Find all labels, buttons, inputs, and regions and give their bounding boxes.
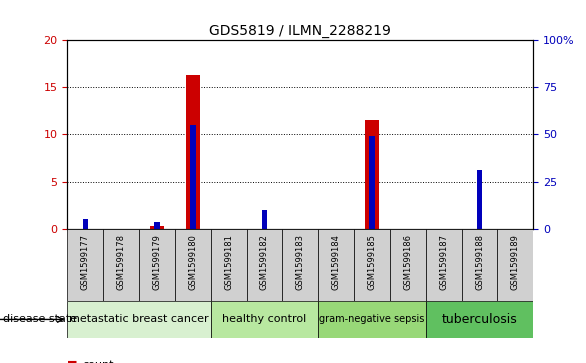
Bar: [426, 301, 533, 338]
Text: GSM1599187: GSM1599187: [439, 234, 448, 290]
Text: GSM1599189: GSM1599189: [511, 234, 520, 290]
Bar: [67, 229, 103, 301]
Text: healthy control: healthy control: [222, 314, 306, 325]
Text: disease state: disease state: [3, 314, 77, 325]
Bar: [354, 229, 390, 301]
Text: GSM1599188: GSM1599188: [475, 234, 484, 290]
Text: GSM1599186: GSM1599186: [403, 234, 413, 290]
Bar: [390, 229, 426, 301]
Text: metastatic breast cancer: metastatic breast cancer: [69, 314, 209, 325]
Bar: [262, 210, 267, 229]
Text: GSM1599181: GSM1599181: [224, 234, 233, 290]
Text: count: count: [82, 360, 114, 363]
Bar: [498, 229, 533, 301]
Bar: [477, 170, 482, 229]
Bar: [175, 229, 211, 301]
Title: GDS5819 / ILMN_2288219: GDS5819 / ILMN_2288219: [209, 24, 391, 37]
Bar: [150, 226, 164, 229]
Bar: [211, 229, 247, 301]
Bar: [247, 229, 282, 301]
Bar: [190, 125, 196, 229]
Text: GSM1599185: GSM1599185: [367, 234, 376, 290]
Text: ■: ■: [67, 360, 78, 363]
Bar: [369, 136, 374, 229]
Text: GSM1599184: GSM1599184: [332, 234, 340, 290]
Bar: [211, 301, 318, 338]
Bar: [83, 219, 88, 229]
Bar: [426, 229, 462, 301]
Bar: [282, 229, 318, 301]
Text: GSM1599182: GSM1599182: [260, 234, 269, 290]
Bar: [139, 229, 175, 301]
Text: GSM1599178: GSM1599178: [117, 234, 125, 290]
Text: GSM1599179: GSM1599179: [152, 234, 162, 290]
Bar: [318, 301, 426, 338]
Bar: [462, 229, 498, 301]
Text: GSM1599180: GSM1599180: [188, 234, 197, 290]
Bar: [154, 222, 159, 229]
Bar: [103, 229, 139, 301]
Text: tuberculosis: tuberculosis: [442, 313, 517, 326]
Bar: [67, 301, 211, 338]
Bar: [318, 229, 354, 301]
Bar: [365, 120, 379, 229]
Text: gram-negative sepsis: gram-negative sepsis: [319, 314, 425, 325]
Text: GSM1599177: GSM1599177: [81, 234, 90, 290]
Bar: [186, 75, 200, 229]
Text: GSM1599183: GSM1599183: [296, 234, 305, 290]
